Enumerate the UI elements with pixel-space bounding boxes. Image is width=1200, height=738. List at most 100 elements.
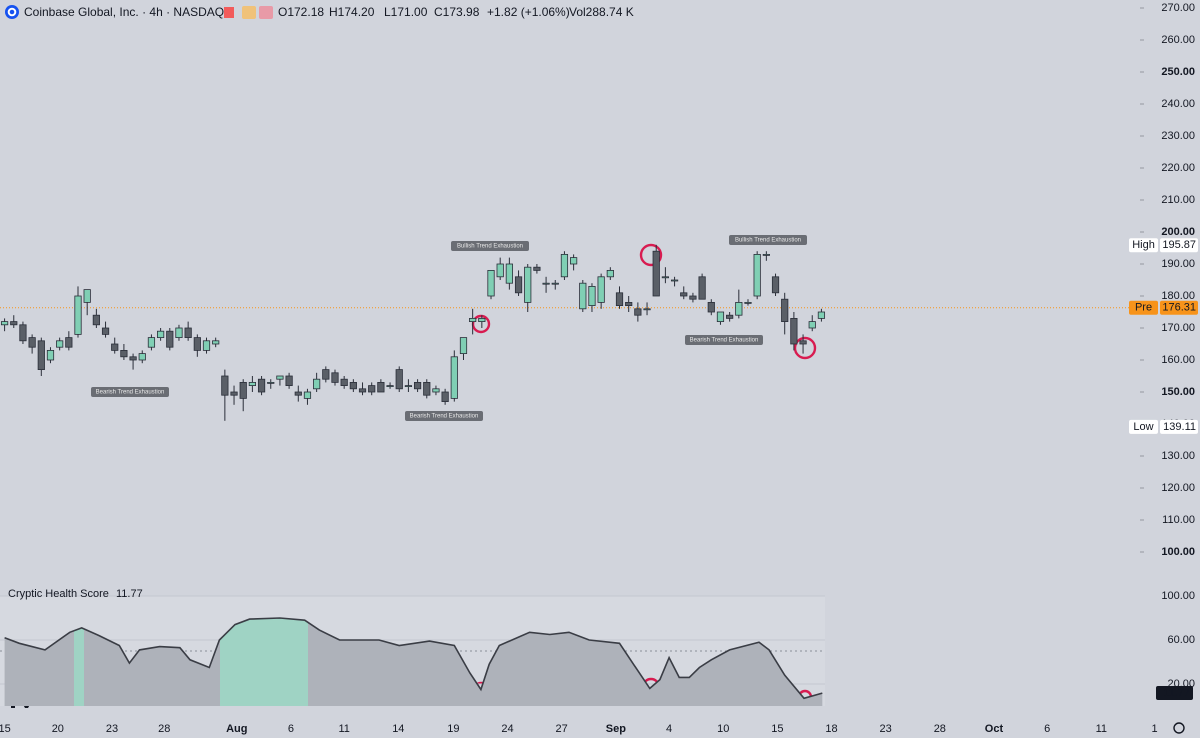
- candle-body: [377, 381, 385, 393]
- candle-body: [56, 340, 64, 348]
- candle-body: [790, 317, 798, 345]
- event-icon[interactable]: [242, 6, 256, 19]
- candle-body: [138, 353, 146, 361]
- candle-body: [634, 308, 642, 316]
- price-marker-value: 195.87: [1162, 239, 1196, 251]
- candle-body: [358, 388, 367, 393]
- area-fill: [4, 618, 823, 706]
- y-tick-label: 200.00: [1161, 226, 1195, 238]
- y-tick-label: 250.00: [1161, 66, 1195, 78]
- candle-body: [551, 282, 559, 285]
- candle-body: [652, 250, 660, 297]
- x-tick-label: 18: [825, 723, 837, 735]
- candle-body: [570, 257, 578, 265]
- candle-body: [267, 381, 275, 384]
- score-zone: [74, 618, 84, 706]
- price-marker-label: High: [1132, 239, 1155, 251]
- candle-body: [698, 276, 706, 300]
- symbol-title: Coinbase Global, Inc. · 4h · NASDAQ: [24, 5, 224, 19]
- logo-icon: [5, 5, 19, 19]
- ohlc-value: L171.00: [384, 5, 428, 19]
- x-tick-label: 19: [447, 723, 459, 735]
- score-zone: [220, 618, 308, 706]
- x-tick-label: 20: [52, 723, 64, 735]
- candle-body: [101, 327, 110, 335]
- ohlc-value: +1.82 (+1.06%): [487, 5, 570, 19]
- x-tick-label: 28: [158, 723, 170, 735]
- ohlc-value: Vol288.74 K: [569, 5, 634, 19]
- candle-body: [92, 314, 100, 326]
- annotation-bg: [685, 335, 763, 345]
- candle-body: [817, 311, 826, 319]
- annotation: Bullish Trend Exhaustion: [457, 244, 523, 250]
- candle-body: [661, 276, 669, 279]
- candle-body: [239, 381, 247, 399]
- price-marker-label: Pre: [1135, 302, 1152, 314]
- candle-body: [505, 263, 513, 284]
- candle-body: [478, 317, 486, 322]
- candle-body: [175, 327, 183, 339]
- candle-body: [799, 340, 807, 345]
- x-tick-label: 11: [1096, 723, 1107, 735]
- x-tick-label: 15: [771, 723, 783, 735]
- candle-body: [19, 324, 27, 342]
- settings-icon[interactable]: [1173, 722, 1185, 734]
- candle-body: [147, 337, 156, 348]
- candle-body: [120, 349, 128, 358]
- candle-body: [313, 378, 321, 390]
- candle-body: [588, 285, 596, 306]
- annotation: Bullish Trend Exhaustion: [735, 238, 801, 244]
- y-tick-label: 180.00: [1161, 290, 1195, 302]
- candle-body: [37, 340, 45, 370]
- candle-body: [707, 301, 715, 313]
- annotation-bg: [451, 241, 529, 251]
- candle-body: [735, 301, 743, 316]
- flag-icon[interactable]: [224, 7, 234, 18]
- x-tick-label: 6: [288, 723, 294, 735]
- candle-body: [65, 337, 73, 348]
- price-marker-label-bg: [1129, 419, 1158, 434]
- candle-body: [726, 314, 734, 319]
- x-tick-label: 27: [556, 723, 568, 735]
- candle-body: [524, 266, 532, 303]
- y-tick-label: 270.00: [1161, 2, 1195, 14]
- event-icon[interactable]: [259, 6, 273, 19]
- candle-body: [643, 308, 651, 311]
- indicator-title: Cryptic Health Score: [8, 588, 109, 600]
- candle-body: [487, 269, 495, 297]
- candle-body: [771, 276, 780, 294]
- candle-body: [276, 375, 284, 380]
- indicator-value: 11.77: [116, 588, 143, 600]
- annotation-bg: [91, 387, 169, 397]
- annotation: Bearish Trend Exhaustion: [410, 414, 479, 420]
- price-marker-bg: [1160, 419, 1198, 434]
- candle-body: [322, 369, 330, 380]
- price-marker-label: Low: [1133, 421, 1153, 433]
- candle-body: [74, 295, 82, 335]
- candle-body: [441, 391, 449, 403]
- candle-body: [753, 253, 761, 297]
- ohlc-value: H174.20: [329, 5, 375, 19]
- y-tick-label: 130.00: [1161, 450, 1195, 462]
- candle-body: [368, 385, 376, 393]
- x-tick-label: 6: [1044, 723, 1050, 735]
- candle-body: [625, 301, 633, 306]
- candle-body: [413, 381, 422, 390]
- indicator-value-bg: [1156, 686, 1193, 701]
- y-tick-label: 60.00: [1167, 634, 1195, 646]
- candle-body: [83, 289, 91, 303]
- y-tick-label: 260.00: [1161, 34, 1195, 46]
- candle-body: [781, 298, 789, 323]
- x-tick-label: 23: [880, 723, 892, 735]
- candle-body: [560, 253, 569, 278]
- x-tick-label: Oct: [985, 723, 1004, 735]
- candle-body: [0, 321, 9, 326]
- price-marker-bg: [1160, 300, 1198, 315]
- candle-body: [606, 269, 614, 278]
- signal-circle: [793, 336, 817, 360]
- price-marker-value: 139.11: [1163, 421, 1196, 433]
- y-tick-label: 150.00: [1161, 386, 1195, 398]
- candle-body: [450, 356, 458, 399]
- candle-body: [716, 311, 725, 323]
- candle-body: [432, 388, 440, 393]
